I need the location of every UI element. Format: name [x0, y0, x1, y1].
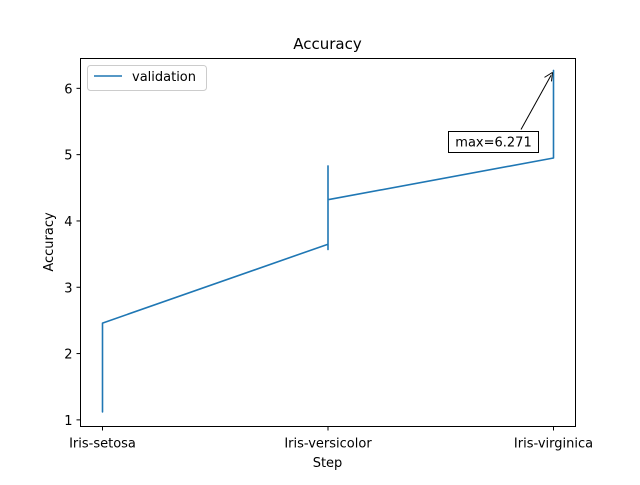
chart-title: Accuracy: [293, 35, 362, 53]
x-tick-label: Iris-setosa: [69, 437, 136, 452]
x-axis: Iris-setosa Iris-versicolor Iris-virginica: [69, 426, 593, 452]
y-axis: 1 2 3 4 5 6: [64, 82, 81, 429]
annotation-arrowhead: [544, 71, 553, 82]
x-axis-label: Step: [313, 456, 343, 471]
annotation-box: [448, 131, 539, 153]
y-axis-label: Accuracy: [42, 212, 57, 272]
y-tick-label: 3: [64, 281, 72, 296]
annotation-arrow: [520, 75, 552, 130]
legend-label: validation: [132, 70, 196, 85]
series-layer: [101, 69, 555, 413]
x-tick-label: Iris-versicolor: [284, 437, 372, 452]
series-line-validation: [101, 69, 555, 413]
y-tick-label: 6: [64, 82, 72, 97]
annotation: max=6.271: [448, 71, 553, 153]
y-tick-label: 5: [64, 149, 72, 164]
y-tick-label: 1: [64, 414, 72, 429]
legend-box: [87, 65, 207, 91]
legend: validation: [87, 65, 207, 91]
y-tick-label: 4: [64, 215, 72, 230]
y-tick-label: 2: [64, 348, 72, 363]
x-tick-label: Iris-virginica: [514, 437, 593, 452]
annotation-text: max=6.271: [455, 136, 531, 151]
